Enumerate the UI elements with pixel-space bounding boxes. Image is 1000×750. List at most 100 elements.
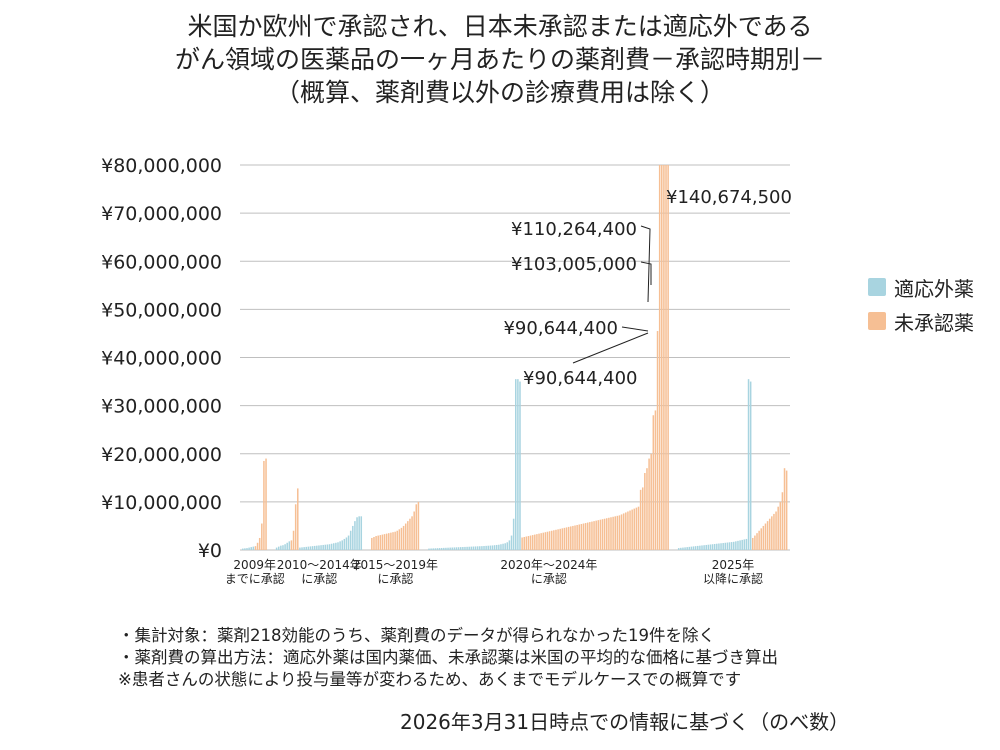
- bar: [440, 547, 443, 550]
- bar: [451, 547, 454, 550]
- bar: [404, 523, 407, 550]
- bar: [730, 542, 733, 550]
- bar: [379, 535, 382, 550]
- bar: [616, 515, 619, 550]
- bar: [703, 545, 705, 550]
- bar: [360, 516, 363, 550]
- bar: [622, 513, 625, 550]
- bar: [407, 521, 409, 551]
- bar: [684, 547, 686, 550]
- bar: [726, 542, 729, 550]
- bar: [680, 547, 682, 550]
- bar: [658, 165, 661, 550]
- bar: [527, 536, 530, 550]
- bar: [775, 511, 777, 550]
- bar: [620, 514, 623, 550]
- bar: [430, 548, 432, 550]
- bar: [639, 489, 642, 550]
- bar: [246, 548, 248, 550]
- y-tick-label: ¥40,000,000: [101, 348, 222, 370]
- x-group-label: までに承認: [225, 571, 285, 586]
- bar: [732, 541, 735, 550]
- bar: [510, 535, 513, 550]
- x-group-label: 2025年: [712, 558, 755, 572]
- bar: [601, 519, 604, 550]
- bar: [749, 381, 752, 550]
- bar: [411, 516, 413, 550]
- bar: [557, 529, 559, 550]
- bar: [716, 543, 718, 550]
- bar: [449, 547, 451, 550]
- bar: [531, 535, 534, 550]
- bar: [737, 540, 739, 550]
- bar: [517, 379, 519, 550]
- bar: [572, 525, 574, 550]
- bar: [504, 543, 506, 550]
- bar: [339, 541, 341, 550]
- bar: [299, 547, 301, 550]
- bar: [491, 545, 494, 550]
- bar: [290, 540, 293, 551]
- bar: [781, 492, 784, 550]
- bar: [432, 548, 434, 550]
- bar: [728, 542, 731, 550]
- bar: [578, 524, 581, 550]
- bar: [743, 539, 746, 550]
- bar: [459, 547, 462, 550]
- bar: [396, 530, 399, 550]
- bar: [512, 518, 515, 550]
- bar: [381, 534, 384, 550]
- note-2: ・薬剤費の算出方法：適応外薬は国内薬価、未承認薬は米国の平均的な価格に基づき算出: [118, 648, 778, 667]
- bar: [417, 501, 420, 551]
- x-group-label: に承認: [301, 571, 337, 586]
- notes: ・集計対象：薬剤218効能のうち、薬剤費のデータが得られなかった19件を除く ・…: [118, 625, 778, 691]
- bar: [453, 547, 456, 550]
- annotation-label: ¥90,644,400: [523, 368, 638, 389]
- bar: [409, 518, 411, 550]
- bar: [747, 379, 750, 550]
- bar: [263, 460, 265, 550]
- bar: [722, 543, 724, 550]
- legend-item-off-label: 適応外薬: [868, 270, 974, 304]
- bar: [559, 528, 561, 550]
- annotation-leader-line: [640, 225, 651, 303]
- note-3: ※患者さんの状態により投与量等が変わるため、あくまでモデルケースでの概算です: [118, 670, 742, 689]
- bar: [650, 453, 652, 550]
- bar: [436, 548, 439, 550]
- bar: [284, 544, 286, 550]
- footer-note: 2026年3月31日時点での情報に基づく（のべ数）: [400, 710, 850, 734]
- x-group-label: 2020年～2024年: [500, 558, 597, 572]
- bar: [313, 545, 316, 550]
- bar: [629, 510, 631, 550]
- bar: [413, 511, 415, 550]
- bar: [242, 548, 244, 550]
- bar: [644, 473, 646, 550]
- bar: [455, 547, 458, 550]
- bar: [466, 546, 468, 550]
- bar: [318, 545, 320, 550]
- bar: [603, 518, 606, 550]
- title-line-1: 米国か欧州で承認され、日本未承認または適応外である: [187, 12, 813, 41]
- bar: [468, 546, 470, 550]
- bar: [766, 521, 769, 551]
- bar: [305, 546, 308, 550]
- bar: [347, 535, 350, 550]
- bar: [652, 415, 655, 550]
- bar: [523, 537, 525, 550]
- y-axis-tick-labels: ¥0 ¥10,000,000 ¥20,000,000 ¥30,000,000 ¥40,0…: [101, 155, 222, 562]
- bar: [610, 517, 612, 550]
- bar: [487, 545, 490, 550]
- bar: [483, 546, 485, 550]
- bar: [580, 524, 583, 550]
- bar: [550, 530, 553, 550]
- y-tick-label: ¥50,000,000: [101, 299, 222, 321]
- bar: [768, 518, 771, 550]
- bar: [705, 544, 707, 550]
- bar: [633, 508, 636, 550]
- bar: [476, 546, 479, 550]
- bar: [385, 533, 388, 550]
- bar: [297, 488, 299, 550]
- bar: [434, 548, 437, 550]
- title-line-2: がん領域の医薬品の一ヶ月あたりの薬剤費－承認時期別－: [174, 45, 825, 74]
- y-tick-label: ¥80,000,000: [101, 155, 222, 177]
